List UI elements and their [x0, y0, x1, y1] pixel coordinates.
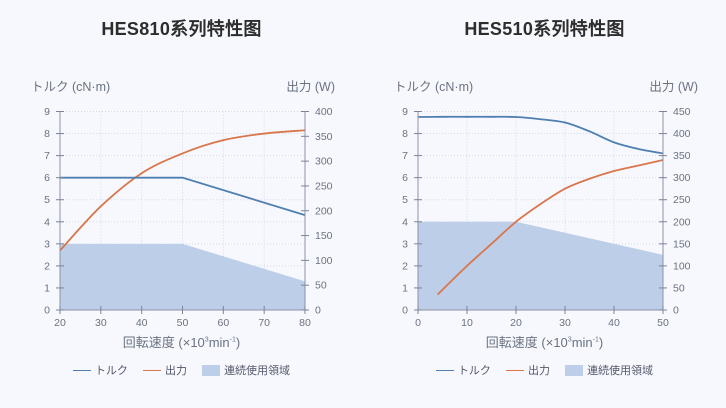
svg-text:40: 40 — [608, 317, 620, 329]
svg-text:1: 1 — [44, 282, 50, 294]
svg-text:50: 50 — [177, 317, 189, 329]
svg-text:450: 450 — [673, 106, 691, 118]
svg-text:250: 250 — [315, 180, 333, 192]
svg-text:60: 60 — [217, 317, 229, 329]
svg-text:7: 7 — [402, 150, 408, 162]
svg-text:20: 20 — [510, 317, 522, 329]
svg-text:50: 50 — [673, 282, 685, 294]
svg-text:0: 0 — [415, 317, 421, 329]
svg-text:30: 30 — [559, 317, 571, 329]
svg-text:10: 10 — [461, 317, 473, 329]
svg-text:0: 0 — [315, 305, 321, 317]
svg-text:70: 70 — [258, 317, 270, 329]
svg-text:50: 50 — [315, 280, 327, 292]
svg-text:6: 6 — [44, 172, 50, 184]
svg-text:250: 250 — [673, 194, 691, 206]
svg-text:7: 7 — [44, 150, 50, 162]
svg-text:9: 9 — [44, 106, 50, 118]
svg-text:3: 3 — [44, 238, 50, 250]
svg-text:8: 8 — [44, 128, 50, 140]
svg-text:200: 200 — [315, 205, 333, 217]
svg-text:5: 5 — [44, 194, 50, 206]
svg-text:2: 2 — [44, 260, 50, 272]
svg-text:1: 1 — [402, 282, 408, 294]
svg-text:100: 100 — [315, 255, 333, 267]
svg-text:400: 400 — [673, 128, 691, 140]
svg-text:8: 8 — [402, 128, 408, 140]
svg-text:300: 300 — [315, 156, 333, 168]
svg-text:2: 2 — [402, 260, 408, 272]
svg-text:80: 80 — [299, 317, 311, 329]
svg-text:0: 0 — [673, 305, 679, 317]
svg-text:350: 350 — [315, 131, 333, 143]
svg-text:300: 300 — [673, 172, 691, 184]
svg-text:0: 0 — [402, 305, 408, 317]
svg-text:9: 9 — [402, 106, 408, 118]
svg-text:3: 3 — [402, 238, 408, 250]
svg-text:20: 20 — [54, 317, 66, 329]
svg-text:0: 0 — [44, 305, 50, 317]
svg-text:4: 4 — [44, 216, 50, 228]
svg-text:150: 150 — [315, 230, 333, 242]
svg-text:5: 5 — [402, 194, 408, 206]
svg-text:100: 100 — [673, 260, 691, 272]
svg-text:150: 150 — [673, 238, 691, 250]
svg-text:6: 6 — [402, 172, 408, 184]
svg-text:30: 30 — [95, 317, 107, 329]
svg-text:350: 350 — [673, 150, 691, 162]
svg-text:4: 4 — [402, 216, 408, 228]
svg-text:40: 40 — [136, 317, 148, 329]
svg-text:200: 200 — [673, 216, 691, 228]
svg-text:400: 400 — [315, 106, 333, 118]
svg-text:50: 50 — [657, 317, 669, 329]
